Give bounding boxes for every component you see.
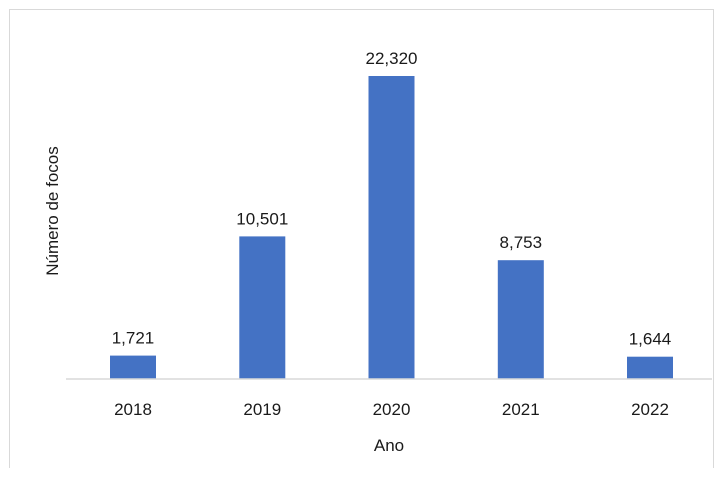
- data-label-2019: 10,501: [236, 209, 288, 228]
- chart-frame: [9, 9, 714, 468]
- data-label-2022: 1,644: [629, 330, 672, 349]
- bar-2020: [368, 76, 415, 379]
- x-tick-label-2018: 2018: [114, 400, 152, 419]
- bar-2019: [239, 236, 286, 379]
- bar-2018: [110, 355, 156, 379]
- x-tick-labels-layer: 2018 2019 2020 2021 2022: [114, 400, 669, 419]
- bars-layer: [110, 76, 673, 379]
- bar-2021: [497, 260, 544, 379]
- x-axis-title: Ano: [374, 436, 404, 455]
- data-labels-layer: 1,721 10,501 22,320 8,753 1,644: [112, 49, 672, 349]
- data-label-2021: 8,753: [500, 233, 543, 252]
- y-axis-title: Número de focos: [43, 146, 62, 275]
- data-label-2020: 22,320: [366, 49, 418, 68]
- data-label-2018: 1,721: [112, 329, 155, 348]
- bar-2022: [627, 356, 673, 379]
- x-tick-label-2021: 2021: [502, 400, 540, 419]
- x-tick-label-2019: 2019: [243, 400, 281, 419]
- x-tick-label-2020: 2020: [373, 400, 411, 419]
- x-tick-label-2022: 2022: [631, 400, 669, 419]
